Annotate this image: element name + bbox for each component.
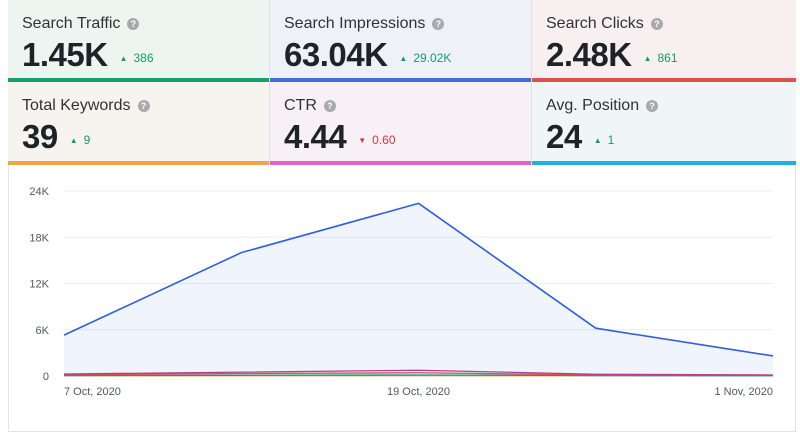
accent-bar bbox=[532, 161, 796, 165]
card-title: Search Clicks bbox=[546, 15, 644, 32]
delta-badge: ▲ 1 bbox=[594, 133, 615, 147]
arrow-up-icon: ▲ bbox=[399, 53, 408, 63]
y-tick-label: 24K bbox=[29, 186, 49, 198]
card-value: 1.45K bbox=[22, 36, 108, 73]
card-value: 39 bbox=[22, 118, 58, 155]
card-title: CTR bbox=[284, 97, 317, 114]
arrow-down-icon: ▼ bbox=[358, 135, 367, 145]
dashboard-frame bbox=[8, 0, 796, 432]
traffic-chart[interactable]: 0 6K 12K 18K 24K 7 Oct, 2020 19 Oct, 2020 1 Nov… bbox=[8, 165, 796, 432]
stats-cards: Search Traffic? 1.45K ▲ 386 Search Impres… bbox=[8, 0, 796, 165]
accent-bar bbox=[8, 161, 269, 165]
delta-value: 386 bbox=[133, 51, 154, 65]
delta-badge: ▲ 9 bbox=[70, 133, 91, 147]
delta-value: 1 bbox=[607, 133, 615, 147]
delta-value: 0.60 bbox=[372, 133, 396, 147]
delta-value: 861 bbox=[657, 51, 678, 65]
card-title: Search Traffic bbox=[22, 15, 121, 32]
help-icon[interactable]: ? bbox=[432, 18, 445, 30]
card-value: 2.48K bbox=[546, 36, 632, 73]
x-tick-label: 19 Oct, 2020 bbox=[387, 386, 450, 398]
arrow-up-icon: ▲ bbox=[593, 135, 602, 145]
accent-bar bbox=[532, 78, 796, 82]
card-search-impressions[interactable]: Search Impressions? 63.04K ▲ 29.02K bbox=[270, 0, 532, 82]
help-icon[interactable]: ? bbox=[137, 100, 150, 112]
arrow-up-icon: ▲ bbox=[643, 53, 652, 63]
help-icon[interactable]: ? bbox=[323, 100, 336, 112]
card-value: 63.04K bbox=[284, 36, 388, 73]
arrow-up-icon: ▲ bbox=[69, 135, 78, 145]
traffic-chart-svg: 0 6K 12K 18K 24K 7 Oct, 2020 19 Oct, 2020 1 Nov… bbox=[29, 186, 774, 398]
card-search-traffic[interactable]: Search Traffic? 1.45K ▲ 386 bbox=[8, 0, 270, 82]
card-title: Search Impressions bbox=[284, 15, 426, 32]
delta-badge: ▲ 861 bbox=[644, 51, 678, 65]
card-avg-position[interactable]: Avg. Position? 24 ▲ 1 bbox=[532, 82, 796, 165]
help-icon[interactable]: ? bbox=[646, 100, 659, 112]
x-tick-label: 7 Oct, 2020 bbox=[64, 386, 121, 398]
arrow-up-icon: ▲ bbox=[119, 53, 128, 63]
card-title: Total Keywords bbox=[22, 97, 131, 114]
card-value: 24 bbox=[546, 118, 582, 155]
card-value: 4.44 bbox=[284, 118, 347, 155]
delta-value: 9 bbox=[83, 133, 91, 147]
card-title: Avg. Position bbox=[546, 97, 640, 114]
card-search-clicks[interactable]: Search Clicks? 2.48K ▲ 861 bbox=[532, 0, 796, 82]
delta-value: 29.02K bbox=[413, 51, 452, 65]
card-total-keywords[interactable]: Total Keywords? 39 ▲ 9 bbox=[8, 82, 270, 165]
accent-bar bbox=[270, 78, 531, 82]
delta-badge: ▲ 29.02K bbox=[399, 51, 451, 65]
accent-bar bbox=[8, 78, 269, 82]
delta-badge: ▼ 0.60 bbox=[358, 133, 395, 147]
series-area-0 bbox=[64, 203, 773, 376]
delta-badge: ▲ 386 bbox=[120, 51, 154, 65]
card-ctr[interactable]: CTR? 4.44 ▼ 0.60 bbox=[270, 82, 532, 165]
y-tick-label: 6K bbox=[36, 325, 50, 337]
help-icon[interactable]: ? bbox=[650, 18, 663, 30]
help-icon[interactable]: ? bbox=[127, 18, 140, 30]
y-tick-label: 18K bbox=[29, 232, 49, 244]
y-tick-label: 12K bbox=[29, 279, 49, 291]
y-tick-label: 0 bbox=[43, 371, 49, 383]
x-tick-label: 1 Nov, 2020 bbox=[714, 386, 773, 398]
accent-bar bbox=[270, 161, 531, 165]
